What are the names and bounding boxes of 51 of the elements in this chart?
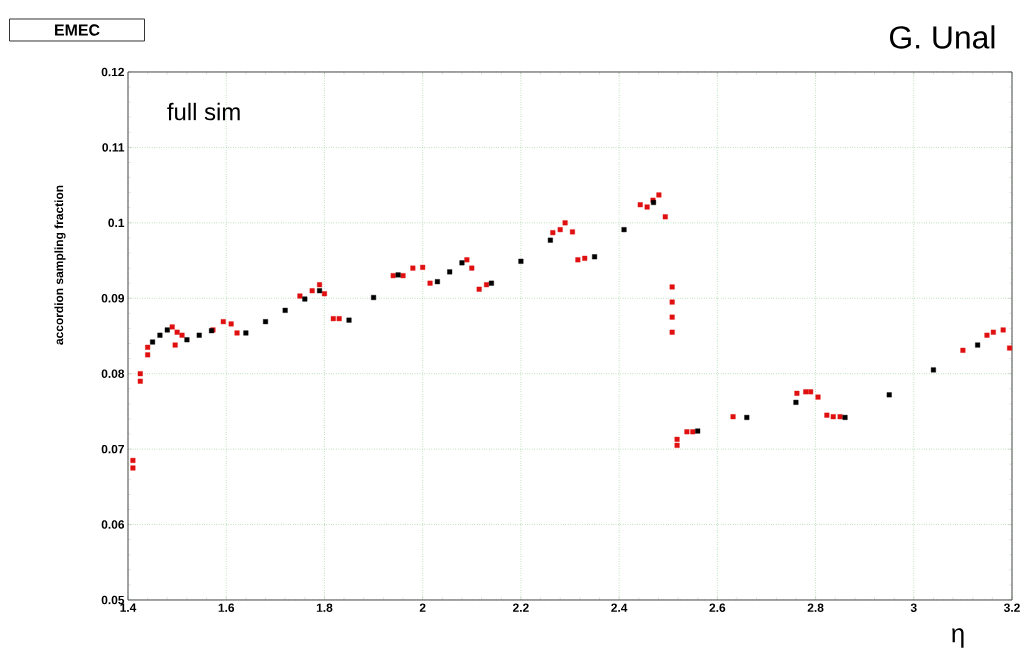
x-tick-label: 2.8 — [807, 603, 824, 612]
point — [695, 428, 701, 434]
y-axis-title: accordion sampling fraction — [54, 185, 66, 345]
point — [263, 319, 269, 325]
point — [157, 332, 163, 338]
x-tick-label: 2.6 — [709, 603, 726, 612]
point — [886, 392, 892, 398]
point — [518, 258, 524, 264]
point — [371, 295, 377, 301]
y-tick-label: 0.11 — [102, 143, 125, 152]
y-tick-label: 0.09 — [101, 294, 125, 303]
y-tick-label: 0.07 — [101, 444, 124, 454]
text: G. Unal — [890, 25, 995, 49]
annotation: full sim — [167, 102, 240, 121]
point — [744, 414, 750, 420]
point — [150, 339, 156, 345]
point — [346, 317, 352, 323]
x-tick-label: 2.4 — [611, 603, 628, 612]
x-tick-label: 2.2 — [513, 603, 529, 612]
y-tick-label: 0.08 — [101, 369, 125, 378]
x-tick-label: 1.6 — [218, 603, 235, 612]
point — [459, 260, 465, 266]
x-tick-label: 2 — [419, 603, 426, 612]
y-tick-label: 0.06 — [101, 520, 125, 529]
point — [302, 296, 308, 302]
x-tick-label: 3 — [910, 603, 917, 612]
y-tick-label: 0.05 — [101, 595, 125, 605]
y-tick-label: 0.1 — [108, 218, 125, 228]
x-tick-label: 3.2 — [1003, 603, 1020, 612]
point — [434, 279, 440, 285]
y-tick-label: 0.12 — [101, 67, 125, 77]
point — [447, 269, 453, 275]
point — [547, 237, 553, 243]
point — [621, 227, 627, 233]
point — [184, 337, 190, 343]
point — [488, 280, 494, 286]
chart-title: EMEC — [55, 24, 100, 36]
point — [793, 399, 799, 405]
point — [196, 332, 202, 338]
x-axis-title: η — [952, 628, 964, 648]
point — [592, 254, 598, 260]
point — [282, 307, 288, 313]
x-tick-label: 1.8 — [316, 603, 333, 612]
point — [243, 330, 249, 336]
point — [930, 367, 936, 373]
point — [395, 272, 401, 278]
point — [164, 327, 170, 333]
point — [317, 288, 323, 294]
x-tick-label: 1.4 — [120, 603, 137, 612]
point — [975, 342, 981, 348]
point — [842, 414, 848, 420]
